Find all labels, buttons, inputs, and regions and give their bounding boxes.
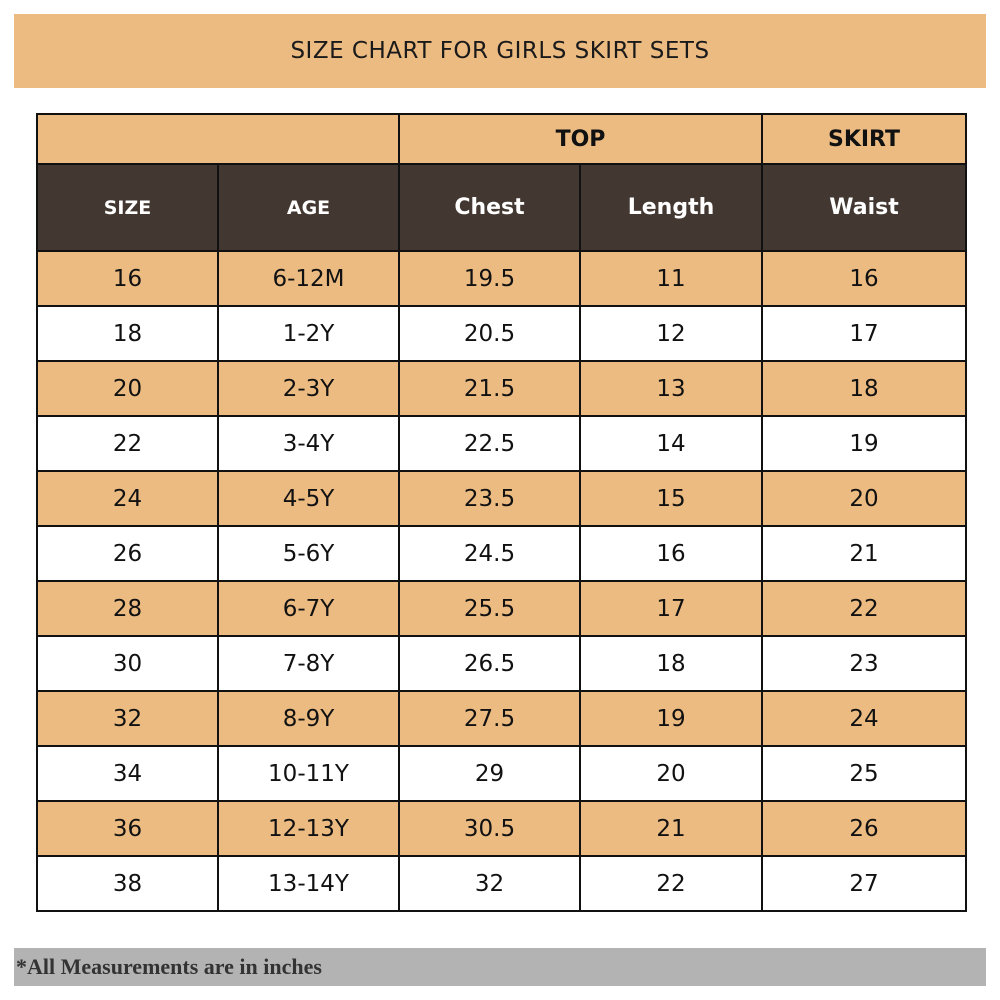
cell-waist: 23 [761, 635, 967, 692]
cell-waist: 22 [761, 580, 967, 637]
cell-age: 6-7Y [217, 580, 400, 637]
table-row: 16 6-12M 19.5 11 16 [36, 250, 967, 307]
group-header-row: TOP SKIRT [36, 113, 967, 165]
cell-waist: 27 [761, 855, 967, 912]
table-row: 24 4-5Y 23.5 15 20 [36, 470, 967, 527]
cell-age: 13-14Y [217, 855, 400, 912]
cell-chest: 24.5 [398, 525, 581, 582]
cell-size: 28 [36, 580, 219, 637]
group-header-skirt: SKIRT [761, 113, 967, 165]
cell-age: 8-9Y [217, 690, 400, 747]
cell-waist: 26 [761, 800, 967, 857]
cell-size: 24 [36, 470, 219, 527]
table-row: 26 5-6Y 24.5 16 21 [36, 525, 967, 582]
cell-age: 3-4Y [217, 415, 400, 472]
cell-age: 10-11Y [217, 745, 400, 802]
table-row: 32 8-9Y 27.5 19 24 [36, 690, 967, 747]
column-header-length: Length [579, 163, 763, 252]
cell-waist: 25 [761, 745, 967, 802]
table-row: 36 12-13Y 30.5 21 26 [36, 800, 967, 857]
page-title: SIZE CHART FOR GIRLS SKIRT SETS [14, 14, 986, 88]
cell-size: 38 [36, 855, 219, 912]
cell-size: 30 [36, 635, 219, 692]
cell-size: 16 [36, 250, 219, 307]
cell-chest: 21.5 [398, 360, 581, 417]
cell-waist: 21 [761, 525, 967, 582]
column-header-age: AGE [217, 163, 400, 252]
cell-length: 15 [579, 470, 763, 527]
cell-age: 6-12M [217, 250, 400, 307]
group-header-empty [36, 113, 400, 165]
cell-chest: 30.5 [398, 800, 581, 857]
cell-waist: 24 [761, 690, 967, 747]
cell-length: 22 [579, 855, 763, 912]
cell-size: 36 [36, 800, 219, 857]
cell-size: 18 [36, 305, 219, 362]
table-row: 20 2-3Y 21.5 13 18 [36, 360, 967, 417]
cell-waist: 19 [761, 415, 967, 472]
cell-waist: 17 [761, 305, 967, 362]
cell-chest: 32 [398, 855, 581, 912]
table-row: 18 1-2Y 20.5 12 17 [36, 305, 967, 362]
cell-length: 20 [579, 745, 763, 802]
cell-chest: 22.5 [398, 415, 581, 472]
column-header-row: SIZE AGE Chest Length Waist [36, 163, 967, 252]
cell-size: 32 [36, 690, 219, 747]
table-row: 34 10-11Y 29 20 25 [36, 745, 967, 802]
cell-age: 12-13Y [217, 800, 400, 857]
cell-size: 34 [36, 745, 219, 802]
cell-waist: 16 [761, 250, 967, 307]
cell-age: 5-6Y [217, 525, 400, 582]
cell-length: 19 [579, 690, 763, 747]
table-body: 16 6-12M 19.5 11 16 18 1-2Y 20.5 12 17 20 2-3Y 21.5 1… [36, 250, 967, 912]
cell-chest: 25.5 [398, 580, 581, 637]
cell-length: 14 [579, 415, 763, 472]
table-row: 28 6-7Y 25.5 17 22 [36, 580, 967, 637]
cell-age: 7-8Y [217, 635, 400, 692]
cell-length: 11 [579, 250, 763, 307]
cell-length: 16 [579, 525, 763, 582]
cell-chest: 23.5 [398, 470, 581, 527]
cell-age: 2-3Y [217, 360, 400, 417]
cell-chest: 26.5 [398, 635, 581, 692]
table-row: 22 3-4Y 22.5 14 19 [36, 415, 967, 472]
cell-length: 12 [579, 305, 763, 362]
cell-length: 21 [579, 800, 763, 857]
cell-length: 17 [579, 580, 763, 637]
cell-size: 20 [36, 360, 219, 417]
cell-length: 18 [579, 635, 763, 692]
size-chart-table: TOP SKIRT SIZE AGE Chest Length Waist 16… [36, 113, 967, 912]
measurement-note: *All Measurements are in inches [14, 948, 986, 986]
column-header-waist: Waist [761, 163, 967, 252]
cell-age: 4-5Y [217, 470, 400, 527]
table-row: 30 7-8Y 26.5 18 23 [36, 635, 967, 692]
cell-chest: 27.5 [398, 690, 581, 747]
cell-chest: 29 [398, 745, 581, 802]
cell-chest: 20.5 [398, 305, 581, 362]
cell-age: 1-2Y [217, 305, 400, 362]
cell-size: 26 [36, 525, 219, 582]
cell-waist: 18 [761, 360, 967, 417]
column-header-size: SIZE [36, 163, 219, 252]
column-header-chest: Chest [398, 163, 581, 252]
cell-length: 13 [579, 360, 763, 417]
group-header-top: TOP [398, 113, 763, 165]
table-row: 38 13-14Y 32 22 27 [36, 855, 967, 912]
cell-chest: 19.5 [398, 250, 581, 307]
cell-size: 22 [36, 415, 219, 472]
cell-waist: 20 [761, 470, 967, 527]
